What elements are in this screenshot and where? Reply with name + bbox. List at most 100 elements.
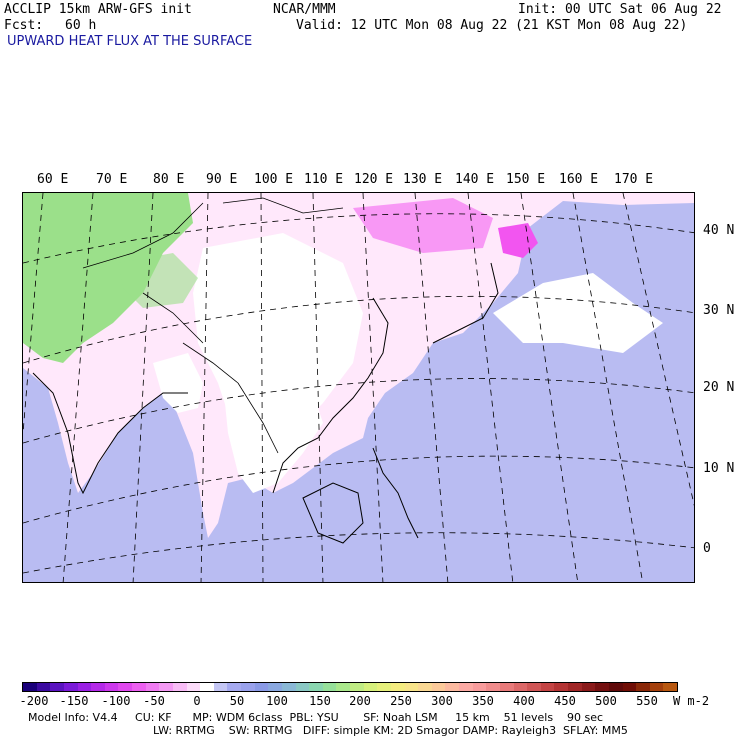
map-svg bbox=[23, 193, 694, 582]
lat-label-20n: 20 N bbox=[703, 380, 735, 395]
colorbar-swatch bbox=[622, 683, 637, 691]
lon-label-120e: 120 E bbox=[354, 172, 394, 187]
colorbar-swatch bbox=[649, 683, 664, 691]
colorbar-swatch bbox=[200, 683, 214, 691]
colorbar-label: 300 bbox=[431, 694, 453, 708]
colorbar-swatch bbox=[91, 683, 105, 691]
colorbar-swatch bbox=[23, 683, 37, 691]
colorbar-label: 200 bbox=[349, 694, 371, 708]
colorbar-swatch bbox=[431, 683, 446, 691]
colorbar-swatch bbox=[459, 683, 473, 691]
high-flux-tibet-edge bbox=[118, 253, 198, 308]
colorbar-swatch bbox=[132, 683, 146, 691]
colorbar-swatch bbox=[377, 683, 391, 691]
lon-label-70e: 70 E bbox=[96, 172, 128, 187]
colorbar-label: 0 bbox=[193, 694, 201, 708]
colorbar-units: W m-2 bbox=[672, 694, 710, 708]
colorbar-label: -100 bbox=[101, 694, 131, 708]
lat-label-40n: 40 N bbox=[703, 223, 735, 238]
colorbar-swatch bbox=[418, 683, 432, 691]
center-name: NCAR/MMM bbox=[273, 2, 336, 17]
colorbar-swatch bbox=[336, 683, 350, 691]
lon-label-150e: 150 E bbox=[506, 172, 546, 187]
coastline-borneo bbox=[302, 482, 364, 544]
high-flux-central-asia bbox=[23, 193, 193, 363]
footer-physics-info: LW: RRTMG SW: RRTMG DIFF: simple KM: 2D … bbox=[153, 724, 628, 737]
lon-label-80e: 80 E bbox=[153, 172, 185, 187]
colorbar-swatch bbox=[527, 683, 541, 691]
colorbar-label: 450 bbox=[554, 694, 576, 708]
colorbar-swatch bbox=[213, 683, 228, 691]
coastline-japan bbox=[432, 262, 499, 344]
colorbar-swatch bbox=[63, 683, 78, 691]
lat-label-equator: 0 bbox=[703, 541, 711, 556]
field-name: UPWARD HEAT FLUX AT THE SURFACE bbox=[7, 34, 253, 49]
coastline-india bbox=[32, 372, 188, 495]
colorbar-swatch bbox=[568, 683, 582, 691]
negative-flux-mongolia bbox=[353, 198, 493, 253]
colorbar-swatch bbox=[295, 683, 310, 691]
colorbar-label: 250 bbox=[390, 694, 412, 708]
colorbar-swatch bbox=[404, 683, 419, 691]
lon-label-140e: 140 E bbox=[455, 172, 495, 187]
border-lines bbox=[82, 197, 344, 454]
colorbar-swatch bbox=[540, 683, 555, 691]
negative-flux-sakhalin bbox=[498, 223, 538, 258]
fcst-label: Fcst: bbox=[4, 18, 44, 33]
colorbar-swatch bbox=[186, 683, 201, 691]
lat-label-30n: 30 N bbox=[703, 303, 735, 318]
colorbar-swatch bbox=[268, 683, 282, 691]
colorbar-swatch bbox=[363, 683, 378, 691]
colorbar-label: 500 bbox=[595, 694, 617, 708]
heat-flux-map bbox=[22, 192, 695, 583]
colorbar-label: 350 bbox=[472, 694, 494, 708]
lon-label-90e: 90 E bbox=[206, 172, 238, 187]
colorbar bbox=[22, 682, 678, 692]
colorbar-swatch bbox=[50, 683, 64, 691]
colorbar-label: 400 bbox=[513, 694, 535, 708]
colorbar-swatch bbox=[281, 683, 296, 691]
colorbar-swatch bbox=[472, 683, 487, 691]
colorbar-swatch bbox=[486, 683, 500, 691]
init-time: Init: 00 UTC Sat 06 Aug 22 bbox=[518, 2, 722, 17]
colorbar-swatch bbox=[36, 683, 51, 691]
coastline-china bbox=[272, 297, 389, 494]
colorbar-swatch bbox=[118, 683, 132, 691]
colorbar-label: 50 bbox=[229, 694, 245, 708]
colorbar-label: 150 bbox=[309, 694, 331, 708]
colorbar-label: -50 bbox=[143, 694, 165, 708]
colorbar-swatch bbox=[254, 683, 269, 691]
model-title: ACCLIP 15km ARW-GFS init bbox=[4, 2, 192, 17]
lon-label-110e: 110 E bbox=[304, 172, 344, 187]
lon-label-100e: 100 E bbox=[254, 172, 294, 187]
coastline-philippines bbox=[372, 447, 419, 539]
lon-label-130e: 130 E bbox=[403, 172, 443, 187]
colorbar-label: -150 bbox=[59, 694, 89, 708]
colorbar-swatch bbox=[145, 683, 160, 691]
valid-time: Valid: 12 UTC Mon 08 Aug 22 (21 KST Mon … bbox=[296, 18, 688, 33]
colorbar-swatch bbox=[513, 683, 528, 691]
colorbar-swatch bbox=[608, 683, 623, 691]
colorbar-swatch bbox=[227, 683, 241, 691]
colorbar-label: 550 bbox=[636, 694, 658, 708]
colorbar-swatch bbox=[595, 683, 609, 691]
colorbar-swatch bbox=[554, 683, 568, 691]
colorbar-swatch bbox=[159, 683, 173, 691]
colorbar-swatch bbox=[104, 683, 119, 691]
colorbar-swatch bbox=[77, 683, 92, 691]
colorbar-label: -200 bbox=[19, 694, 49, 708]
neutral-zone-indochina bbox=[223, 373, 323, 493]
colorbar-swatch bbox=[663, 683, 677, 691]
colorbar-swatch bbox=[309, 683, 323, 691]
fcst-value: 60 h bbox=[65, 18, 97, 33]
lon-label-160e: 160 E bbox=[559, 172, 599, 187]
lon-label-60e: 60 E bbox=[37, 172, 69, 187]
graticule bbox=[23, 193, 694, 582]
colorbar-label: 100 bbox=[266, 694, 288, 708]
lat-label-10n: 10 N bbox=[703, 461, 735, 476]
colorbar-swatch bbox=[636, 683, 650, 691]
footer-model-info: Model Info: V4.4 CU: KF MP: WDM 6class P… bbox=[28, 711, 604, 724]
colorbar-swatch bbox=[350, 683, 364, 691]
lon-label-170e: 170 E bbox=[614, 172, 654, 187]
neutral-zone-india bbox=[153, 353, 203, 413]
